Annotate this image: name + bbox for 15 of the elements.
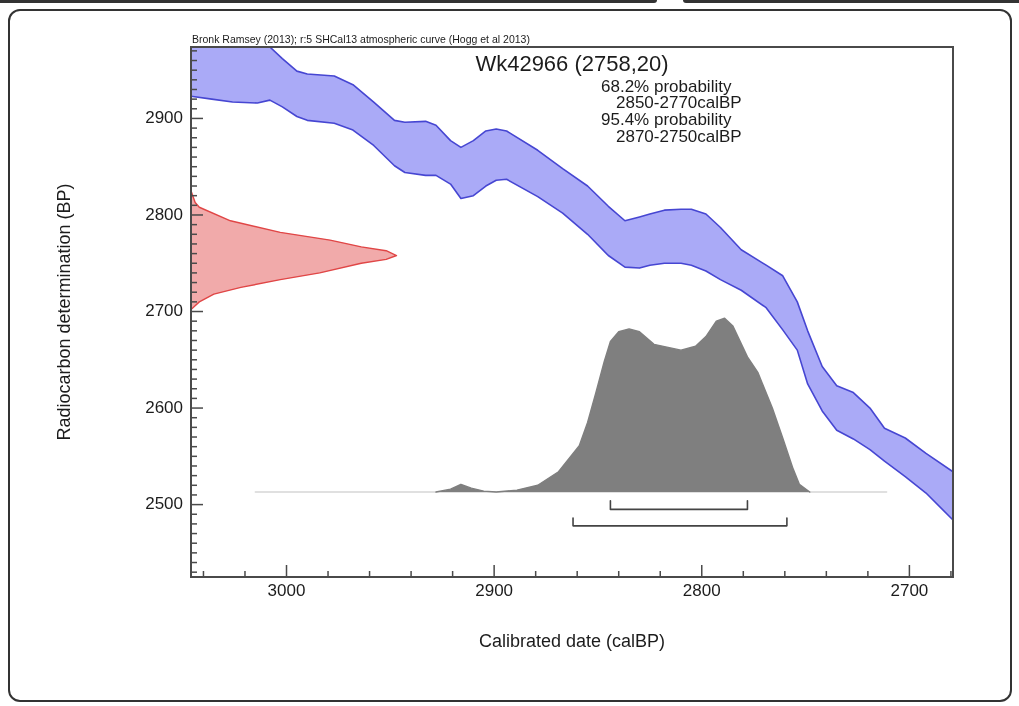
x-tick-label: 2900: [475, 580, 514, 600]
y-tick-label: 2700: [145, 301, 183, 321]
annotation: 68.2% probability: [601, 76, 732, 96]
chart-title: Wk42966 (2758,20): [475, 51, 669, 77]
x-tick-label: 3000: [267, 580, 306, 600]
y-tick-label: 2900: [145, 108, 183, 128]
text: Bronk Ramsey (2013); r:5 SHCal13 atmospheric curve (Hogg et al 2013): [192, 33, 530, 45]
y-tick-label: 2500: [145, 494, 183, 514]
y-tick-label: 2800: [145, 204, 183, 224]
x-tick-label: 2800: [682, 580, 721, 600]
y-tick-label: 2600: [145, 397, 183, 417]
x-axis-title: Calibrated date (calBP): [478, 631, 666, 652]
annotation: 95.4% probability: [601, 110, 732, 130]
x-tick-label: 2700: [890, 580, 929, 600]
y-axis-title: Radiocarbon determination (BP): [53, 183, 74, 441]
